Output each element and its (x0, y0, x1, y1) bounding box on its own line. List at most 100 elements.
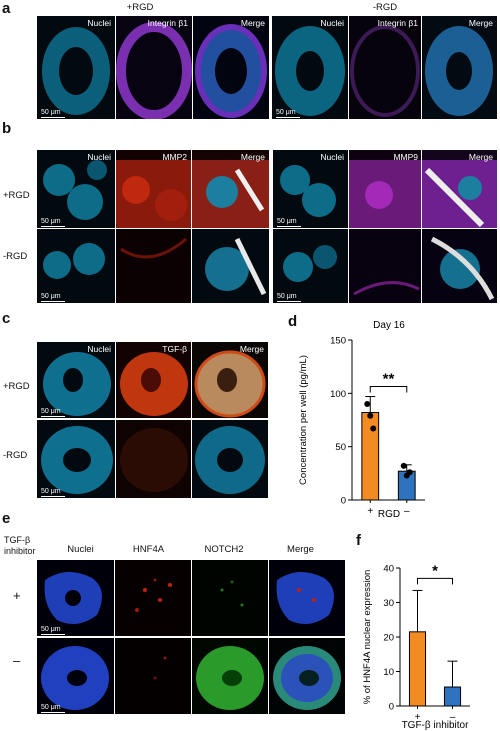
c-plus-merge-image: Merge (192, 342, 268, 418)
panel-label-b: b (2, 120, 12, 137)
c-plus-merge-label: Merge (239, 344, 264, 354)
c-scalebar-line-1 (41, 415, 65, 417)
b-scalebar-line-1 (41, 225, 65, 227)
panel-label-c: c (2, 310, 11, 327)
a-scalebar-text: 50 μm (41, 109, 61, 116)
x-tick-label-1: – (404, 506, 410, 517)
c-row-label-plus: +RGD (3, 381, 30, 392)
a-minus-merge-image: Merge (422, 16, 497, 119)
e-row-label-plus: + (13, 588, 21, 603)
significance-bracket (369, 386, 408, 393)
a-scalebar-line (41, 116, 65, 118)
y-tick-label-3: 30 (383, 598, 394, 609)
b-plus-merge-left-image: Merge (192, 150, 269, 228)
group-label-minus-rgd: -RGD (372, 2, 398, 13)
b-plus-merge-right-label: Merge (468, 152, 493, 162)
y-tick-label-1: 10 (383, 667, 394, 678)
b-minus-nuclei-right-image: 50 μm (273, 229, 348, 303)
b-minus-merge-left-image (192, 229, 269, 303)
b-plus-mmp2-image: MMP2 (116, 150, 191, 228)
c-minus-merge-image (192, 420, 268, 498)
x-tick-label-1: – (450, 712, 456, 723)
b-scalebar-text-3: 50 μm (277, 218, 297, 225)
c-minus-nuclei-image: 50 μm (37, 420, 115, 498)
e-scalebar-text-2: 50 μm (41, 704, 61, 711)
e-minus-nuclei-image: 50 μm (37, 638, 114, 714)
y-axis-label: % of HNF4A nuclear expression (362, 570, 373, 705)
c-plus-nuclei-label: Nuclei (87, 344, 111, 354)
x-tick-label-0: + (415, 712, 421, 723)
bar-0 (408, 631, 427, 707)
b-scalebar-line-2 (41, 300, 65, 302)
b-plus-nuclei-right-image: Nuclei 50 μm (273, 150, 348, 228)
a-minus-scalebar-line (276, 116, 300, 118)
b-minus-mmp9-image (349, 229, 421, 303)
b-plus-nuclei-right-label: Nuclei (320, 152, 344, 162)
significance-marker: * (432, 562, 438, 579)
e-header-notch2: NOTCH2 (204, 544, 244, 555)
b-scalebar-text-2: 50 μm (41, 293, 61, 300)
bar-0 (361, 412, 380, 501)
b-plus-merge-left-label: Merge (240, 152, 265, 162)
e-minus-merge-image (269, 638, 345, 714)
c-minus-tgfb-image (116, 420, 191, 498)
a-minus-nuclei-label: Nuclei (320, 18, 344, 28)
b-scalebar-line-3 (277, 225, 301, 227)
a-minus-scalebar-text: 50 μm (276, 109, 296, 116)
e-plus-nuclei-image: 50 μm (37, 560, 114, 636)
b-plus-nuclei-image: Nuclei 50 μm (37, 150, 115, 228)
a-plus-integrin-label: Integrin β1 (147, 18, 188, 28)
e-minus-notch2-image (192, 638, 268, 714)
e-scalebar-line-2 (41, 711, 65, 713)
chart-d: Day 16 0 50 100 150 Concentration per well (p… (298, 320, 425, 518)
y-tick-label-4: 40 (383, 564, 394, 575)
a-minus-merge-label: Merge (468, 18, 493, 28)
e-row-label-minus: – (13, 653, 21, 668)
panel-label-d: d (288, 313, 298, 330)
c-plus-tgfb-image: TGF-β (116, 342, 191, 418)
e-header-hnf4a: HNF4A (132, 544, 165, 555)
b-plus-merge-right-image: Merge (422, 150, 497, 228)
e-plus-hnf4a-image (115, 560, 191, 636)
e-header-merge: Merge (287, 544, 314, 555)
b-plus-mmp9-label: MMP9 (393, 152, 418, 162)
point-1-0 (400, 462, 407, 469)
b-scalebar-line-4 (277, 300, 301, 302)
a-plus-merge-image: Merge (193, 16, 269, 119)
y-tick-label-3: 150 (330, 336, 346, 347)
a-minus-integrin-label: Integrin β1 (377, 18, 418, 28)
c-scalebar-text-1: 50 μm (41, 408, 61, 415)
e-scalebar-text-1: 50 μm (41, 626, 61, 633)
point-0-1 (367, 412, 374, 419)
point-1-2 (406, 469, 413, 476)
x-tick-label-0: + (367, 506, 373, 517)
a-minus-nuclei-image: Nuclei 50 μm (272, 16, 348, 119)
a-minus-integrin-image: Integrin β1 (349, 16, 421, 119)
x-axis-label: RGD (378, 509, 400, 518)
significance-marker: ** (383, 371, 395, 388)
e-corner-label: TGF-β inhibitor (4, 535, 36, 556)
chart-f: 0 10 20 30 40 % of HNF4A nuclear expression + –… (362, 562, 470, 730)
panel-label-f: f (356, 532, 361, 549)
y-tick-label-2: 100 (330, 389, 346, 400)
x-axis-label: TGF-β inhibitor (402, 720, 470, 730)
e-plus-notch2-image (192, 560, 268, 636)
significance-bracket (417, 577, 453, 585)
y-tick-label-0: 0 (389, 702, 394, 713)
b-scalebar-text-4: 50 μm (277, 293, 297, 300)
b-minus-mmp2-image (116, 229, 191, 303)
b-row-label-minus: -RGD (3, 251, 28, 262)
a-plus-nuclei-image: Nuclei 50 μm (37, 16, 115, 119)
a-plus-nuclei-label: Nuclei (87, 18, 111, 28)
point-0-0 (364, 401, 371, 407)
panel-label-a: a (2, 0, 11, 17)
y-tick-label-1: 50 (335, 442, 346, 453)
b-minus-merge-right-image (422, 229, 497, 303)
e-plus-merge-image (269, 560, 345, 636)
c-scalebar-line-2 (41, 495, 65, 497)
e-scalebar-line-1 (41, 633, 65, 635)
e-header-nuclei: Nuclei (67, 544, 94, 555)
b-plus-mmp9-image: MMP9 (349, 150, 421, 228)
c-plus-nuclei-image: Nuclei 50 μm (37, 342, 115, 418)
b-row-label-plus: +RGD (3, 190, 30, 201)
